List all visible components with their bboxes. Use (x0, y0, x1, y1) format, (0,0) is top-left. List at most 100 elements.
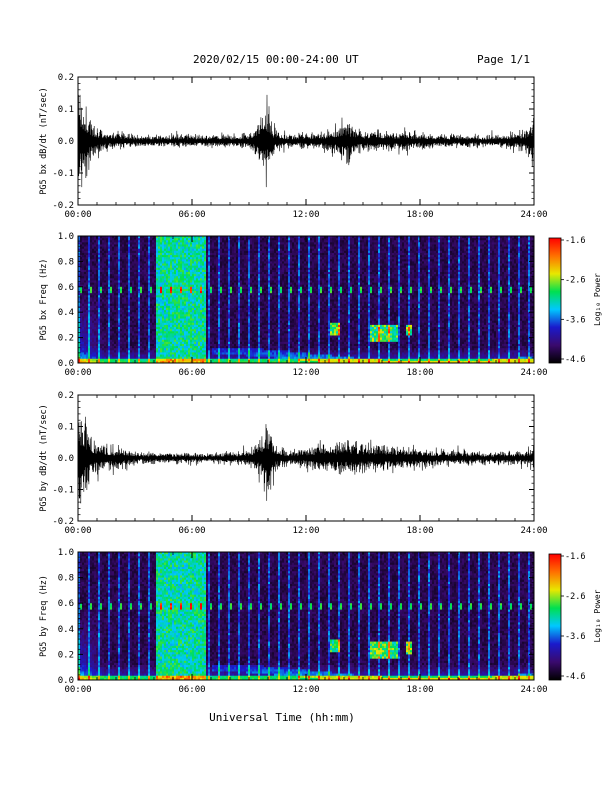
heatmap-cell (118, 259, 120, 261)
heatmap-cell (88, 327, 90, 329)
heatmap-cell (208, 270, 210, 272)
heatmap-cell (98, 274, 100, 276)
heatmap-cell (150, 293, 152, 295)
heatmap-cell (84, 261, 86, 263)
heatmap-cell (132, 333, 134, 335)
heatmap-cell (234, 295, 236, 297)
heatmap-cell (168, 276, 170, 278)
heatmap-cell (80, 244, 82, 246)
heatmap-cell (80, 272, 82, 274)
heatmap-cell (114, 249, 116, 251)
heatmap-cell (156, 327, 158, 329)
heatmap-cell (186, 352, 188, 354)
heatmap-cell (124, 244, 126, 246)
heatmap-cell (148, 304, 150, 306)
heatmap-cell (92, 321, 94, 323)
heatmap-cell (94, 264, 96, 266)
heatmap-cell (164, 261, 166, 263)
heatmap-cell (192, 350, 194, 352)
heatmap-cell (240, 270, 242, 272)
heatmap-cell (146, 297, 148, 299)
heatmap-cell (186, 359, 188, 361)
heatmap-cell (190, 287, 192, 289)
heatmap-cell (206, 289, 208, 291)
heatmap-cell (84, 329, 86, 331)
heatmap-cell (220, 261, 222, 263)
heatmap-cell (230, 276, 232, 278)
heatmap-cell (166, 352, 168, 354)
heatmap-cell (172, 348, 174, 350)
heatmap-cell (168, 274, 170, 276)
heatmap-cell (164, 323, 166, 325)
heatmap-cell (236, 268, 238, 270)
heatmap-cell (234, 310, 236, 312)
heatmap-cell (172, 253, 174, 255)
heatmap-cell (206, 312, 208, 314)
heatmap-cell (114, 266, 116, 268)
heatmap-cell (100, 327, 102, 329)
heatmap-cell (218, 300, 220, 302)
heatmap-cell (170, 312, 172, 314)
heatmap-cell (162, 253, 164, 255)
heatmap-cell (124, 295, 126, 297)
heatmap-cell (110, 321, 112, 323)
heatmap-cell (220, 270, 222, 272)
heatmap-cell (100, 293, 102, 295)
heatmap-cell (146, 335, 148, 337)
heatmap-cell (126, 249, 128, 251)
heatmap-cell (80, 321, 82, 323)
heatmap-cell (228, 344, 230, 346)
heatmap-cell (144, 244, 146, 246)
heatmap-cell (230, 321, 232, 323)
heatmap-cell (134, 321, 136, 323)
heatmap-cell (210, 340, 212, 342)
heatmap-cell (132, 359, 134, 361)
heatmap-cell (112, 338, 114, 340)
heatmap-cell (182, 329, 184, 331)
heatmap-cell (166, 257, 168, 259)
heatmap-cell (164, 355, 166, 357)
heatmap-cell (228, 338, 230, 340)
heatmap-cell (148, 295, 150, 297)
heatmap-cell (142, 323, 144, 325)
heatmap-cell (208, 331, 210, 333)
heatmap-cell (174, 335, 176, 337)
heatmap-cell (100, 316, 102, 318)
heatmap-cell (96, 297, 98, 299)
heatmap-cell (104, 348, 106, 350)
heatmap-cell (220, 355, 222, 357)
heatmap-cell (174, 247, 176, 249)
heatmap-cell (146, 259, 148, 261)
heatmap-cell (84, 359, 86, 361)
heatmap-cell (94, 261, 96, 263)
heatmap-cell (202, 338, 204, 340)
heatmap-cell (166, 255, 168, 257)
heatmap-cell (154, 287, 156, 289)
heatmap-cell (124, 308, 126, 310)
heatmap-cell (136, 247, 138, 249)
heatmap-cell (102, 359, 104, 361)
heatmap-cell (116, 329, 118, 331)
heatmap-cell (106, 302, 108, 304)
heatmap-cell (240, 306, 242, 308)
heatmap-cell (212, 244, 214, 246)
heatmap-cell (182, 319, 184, 321)
heatmap-cell (120, 283, 122, 285)
heatmap-cell (128, 274, 130, 276)
heatmap-cell (136, 357, 138, 359)
heatmap-cell (190, 278, 192, 280)
heatmap-cell (218, 359, 220, 361)
heatmap-cell (226, 297, 228, 299)
heatmap-cell (142, 355, 144, 357)
heatmap-cell (178, 261, 180, 263)
heatmap-cell (118, 285, 120, 287)
heatmap-cell (136, 276, 138, 278)
heatmap-cell (150, 242, 152, 244)
heatmap-cell (212, 278, 214, 280)
heatmap-cell (126, 261, 128, 263)
heatmap-cell (184, 333, 186, 335)
heatmap-cell (114, 297, 116, 299)
heatmap-cell (152, 338, 154, 340)
heatmap-cell (172, 261, 174, 263)
heatmap-cell (112, 253, 114, 255)
